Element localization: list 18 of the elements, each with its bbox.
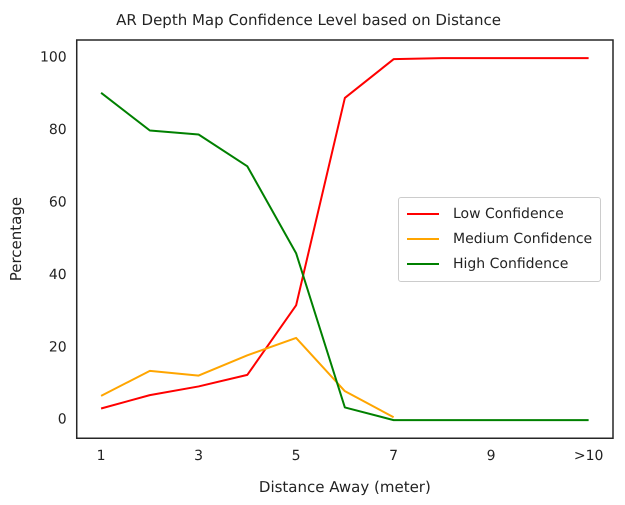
chart-title: AR Depth Map Confidence Level based on Distance	[116, 10, 501, 29]
y-tick-label: 0	[58, 412, 67, 428]
x-tick-label: 3	[194, 448, 204, 464]
y-tick-label: 100	[40, 50, 67, 66]
y-tick-label: 20	[48, 339, 67, 356]
x-tick-label: >10	[574, 448, 604, 464]
y-tick-label: 40	[48, 266, 67, 283]
y-tick-label: 80	[48, 122, 67, 138]
x-tick-label: 5	[292, 448, 301, 464]
x-tick-label: 1	[96, 448, 106, 464]
x-tick-label: 9	[486, 448, 496, 464]
x-tick-label: 7	[389, 448, 398, 464]
y-tick-label: 60	[48, 194, 67, 211]
legend-label: Medium Confidence	[453, 231, 592, 248]
x-axis-title: Distance Away (meter)	[258, 478, 431, 496]
y-axis-title: Percentage	[6, 196, 25, 282]
legend-label: High Confidence	[453, 256, 568, 272]
legend-label: Low Confidence	[453, 206, 564, 222]
